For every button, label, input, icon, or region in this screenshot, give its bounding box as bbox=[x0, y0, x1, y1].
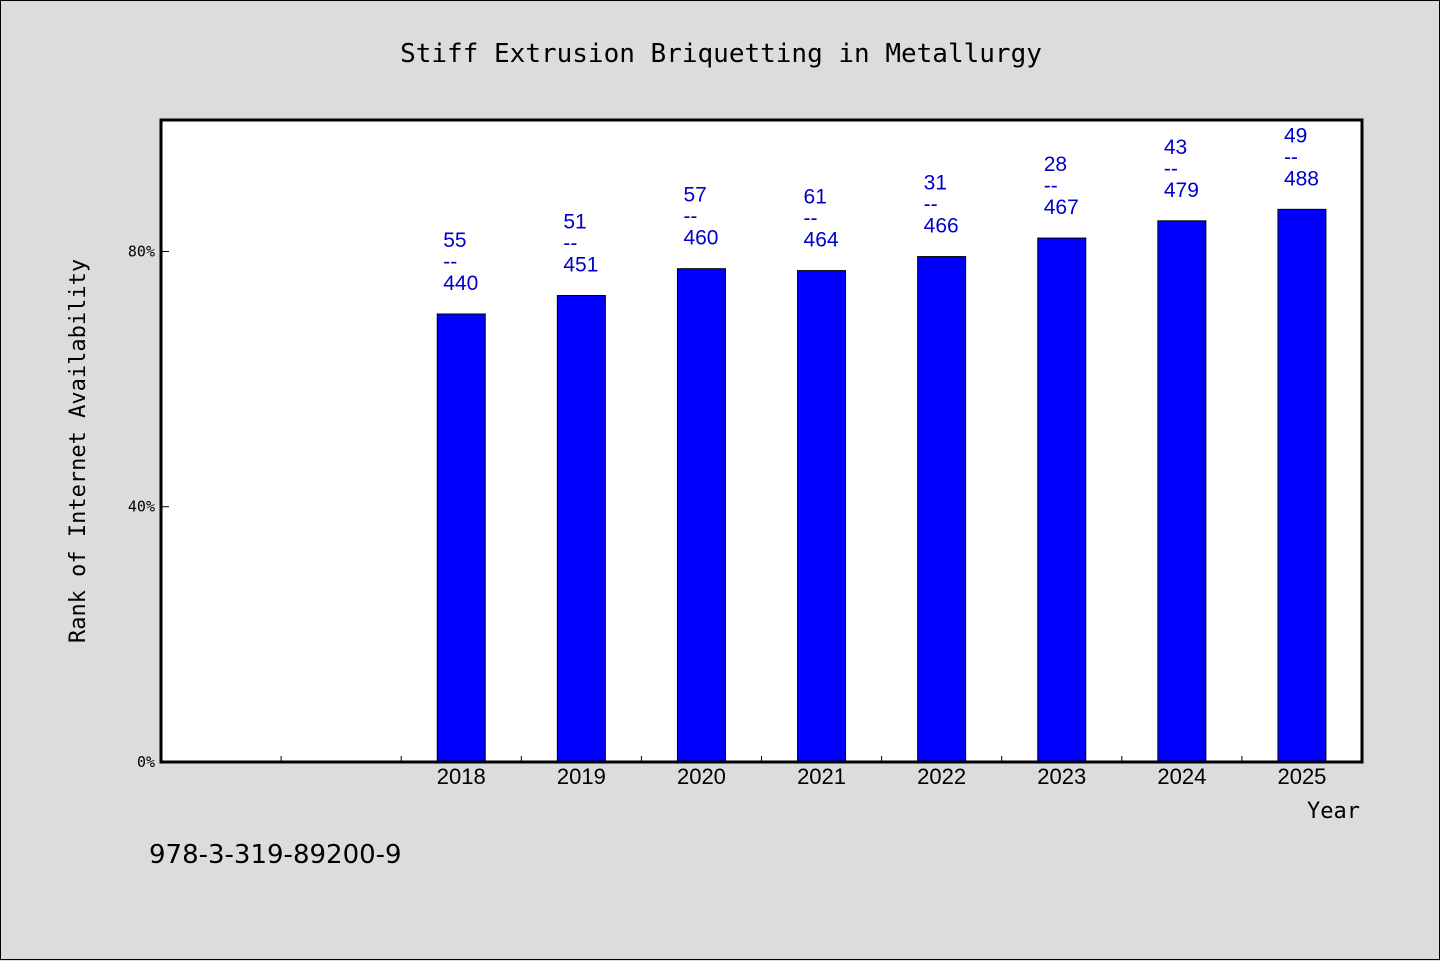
bar-data-label: 464 bbox=[804, 229, 839, 252]
footer-identifier: 978-3-319-89200-9 bbox=[149, 840, 402, 870]
bars-group bbox=[436, 208, 1327, 763]
x-tick-label: 2023 bbox=[1037, 764, 1086, 789]
bar-data-label: -- bbox=[924, 193, 938, 216]
bar-2020 bbox=[676, 268, 726, 763]
bar-data-label: 31 bbox=[924, 172, 947, 195]
y-axis-title: Rank of Internet Availability bbox=[66, 259, 91, 643]
bar-data-label: -- bbox=[1284, 146, 1298, 169]
x-tick-label: 2025 bbox=[1277, 764, 1326, 789]
chart-title: Stiff Extrusion Briquetting in Metallurg… bbox=[400, 39, 1042, 69]
bar-data-label: 451 bbox=[563, 253, 598, 276]
bar-2025 bbox=[1277, 208, 1327, 763]
bar-data-label: -- bbox=[1164, 157, 1178, 180]
bar-2019 bbox=[556, 294, 606, 763]
bar-data-label: 440 bbox=[443, 272, 478, 295]
bar-labels-group: 55--44051--45157--46061--46431--46628--4… bbox=[443, 124, 1319, 295]
x-tick-label: 2020 bbox=[677, 764, 726, 789]
bar-data-label: 61 bbox=[804, 186, 827, 209]
x-axis-ticks: 2018 2019 2020 2021 2022 2023 2024 2025 bbox=[280, 756, 1326, 789]
plot-border bbox=[159, 118, 1364, 764]
x-tick-label: 2024 bbox=[1157, 764, 1206, 789]
bar-data-label: 57 bbox=[683, 184, 706, 207]
bar-data-label: -- bbox=[1044, 175, 1058, 198]
bar-2021 bbox=[797, 270, 847, 763]
bar-data-label: 479 bbox=[1164, 179, 1199, 202]
bar-2018 bbox=[436, 313, 486, 763]
bar-data-label: 51 bbox=[563, 210, 586, 233]
bar-data-label: 28 bbox=[1044, 153, 1067, 176]
bar-data-label: 466 bbox=[924, 215, 959, 238]
bar-data-label: 43 bbox=[1164, 136, 1187, 159]
y-axis-ticks: 0% 40% 80% bbox=[128, 242, 169, 771]
bar-data-label: 55 bbox=[443, 229, 466, 252]
y-tick-label: 40% bbox=[128, 498, 155, 516]
x-tick-label: 2021 bbox=[797, 764, 846, 789]
x-tick-label: 2018 bbox=[437, 764, 486, 789]
bar-data-label: 460 bbox=[683, 227, 718, 250]
bar-2023 bbox=[1037, 237, 1087, 763]
bar-data-label: 467 bbox=[1044, 196, 1079, 219]
bar-data-label: 488 bbox=[1284, 167, 1319, 190]
y-tick-label: 0% bbox=[137, 753, 155, 771]
bar-2024 bbox=[1157, 220, 1207, 763]
bar-data-label: -- bbox=[683, 205, 697, 228]
bar-data-label: 49 bbox=[1284, 124, 1307, 147]
bar-data-label: -- bbox=[563, 232, 577, 255]
x-tick-label: 2022 bbox=[917, 764, 966, 789]
x-tick-label: 2019 bbox=[557, 764, 606, 789]
bar-data-label: -- bbox=[804, 207, 818, 230]
x-axis-title: Year bbox=[1307, 799, 1360, 824]
bar-data-label: -- bbox=[443, 251, 457, 274]
bar-2022 bbox=[917, 256, 967, 763]
y-tick-label: 80% bbox=[128, 242, 155, 260]
